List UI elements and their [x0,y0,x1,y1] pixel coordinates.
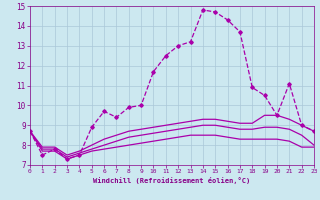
X-axis label: Windchill (Refroidissement éolien,°C): Windchill (Refroidissement éolien,°C) [93,177,251,184]
